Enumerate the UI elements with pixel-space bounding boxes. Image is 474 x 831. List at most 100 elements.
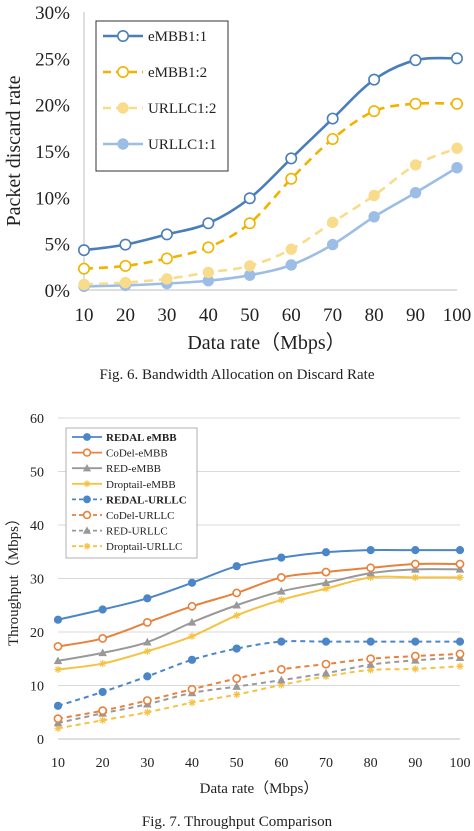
data-point <box>321 567 331 577</box>
y-tick-label: 10% <box>35 188 70 209</box>
legend-item: CoDel-URLLC <box>72 510 174 522</box>
data-point <box>78 262 91 275</box>
y-tick-label: 10 <box>30 680 44 695</box>
data-point <box>187 617 197 626</box>
data-point <box>411 665 419 673</box>
legend: eMBB1:1 eMBB1:2 URLLC1:2 URLLC1:1 <box>95 20 229 172</box>
data-point <box>277 637 286 646</box>
series-line <box>57 548 460 621</box>
data-point <box>409 54 422 67</box>
legend-item: eMBB1:1 <box>103 29 207 45</box>
data-point <box>321 659 331 669</box>
data-point <box>54 665 62 674</box>
data-point <box>450 52 463 65</box>
data-point <box>243 217 256 230</box>
y-tick-label: 25% <box>35 49 70 70</box>
data-point <box>411 573 419 582</box>
data-point <box>410 559 420 569</box>
legend-marker <box>83 433 91 441</box>
data-point <box>98 648 107 657</box>
legend-item: eMBB1:2 <box>103 65 207 81</box>
data-point <box>99 659 107 668</box>
legend-marker <box>117 66 130 79</box>
legend-marker <box>83 495 91 504</box>
data-point <box>277 586 286 595</box>
data-point <box>409 187 422 199</box>
data-point <box>119 276 132 289</box>
x-tick-label: 10 <box>75 305 94 326</box>
legend-marker <box>117 102 129 114</box>
series-urllc1-1 <box>78 161 463 292</box>
y-axis-label: Packet discard rate <box>3 75 25 226</box>
x-tick-label: 20 <box>116 305 135 326</box>
data-point <box>277 675 286 684</box>
data-point <box>326 132 339 145</box>
data-point <box>187 578 197 587</box>
data-point <box>322 585 330 593</box>
series-line <box>83 166 458 288</box>
data-point <box>187 684 197 694</box>
y-tick-label: 60 <box>30 412 44 427</box>
data-point <box>455 546 465 555</box>
data-point <box>368 73 381 86</box>
data-point <box>368 189 380 202</box>
x-tick-label: 100 <box>443 305 472 326</box>
legend-marker <box>82 463 92 472</box>
data-point <box>276 573 286 582</box>
x-tick-label: 40 <box>199 305 218 326</box>
data-point <box>232 644 241 653</box>
data-point <box>188 632 196 640</box>
legend-item: REDAL eMBB <box>72 432 177 444</box>
data-point <box>451 142 463 154</box>
series-line <box>57 640 460 707</box>
data-point <box>366 568 375 577</box>
legend-label: RED-URLLC <box>106 526 168 538</box>
data-point <box>202 241 215 254</box>
data-point <box>232 682 241 690</box>
legend-label: CoDel-URLLC <box>106 510 174 522</box>
series-line <box>57 575 460 671</box>
data-point <box>78 244 91 257</box>
y-tick-label: 20% <box>35 96 70 117</box>
data-point <box>78 278 90 291</box>
legend-marker <box>82 448 92 457</box>
data-point <box>366 654 376 664</box>
data-point <box>202 266 215 279</box>
series-line <box>57 665 461 730</box>
data-point <box>368 105 381 118</box>
x-tick-label: 70 <box>319 756 333 771</box>
data-point <box>142 696 152 705</box>
data-point <box>326 216 339 229</box>
series-urllc1-2 <box>78 142 463 291</box>
data-point <box>188 699 196 707</box>
y-tick-label: 5% <box>45 235 71 256</box>
data-point <box>232 588 242 598</box>
series-line <box>83 101 458 270</box>
legend-box <box>65 427 198 559</box>
series-line <box>57 656 461 724</box>
x-tick-label: 70 <box>323 305 342 326</box>
x-tick-label: 60 <box>274 756 288 771</box>
series-embb1-2 <box>78 97 463 275</box>
legend-label: URLLC1:1 <box>148 137 216 153</box>
data-point <box>410 651 420 661</box>
x-tick-label: 90 <box>406 305 425 326</box>
y-tick-label: 50 <box>30 466 44 481</box>
legend-label: Droptail-URLLC <box>106 541 182 553</box>
legend-marker <box>83 480 91 488</box>
data-point <box>53 714 63 724</box>
series-line <box>57 568 461 662</box>
x-tick-label: 30 <box>157 305 176 326</box>
data-point <box>99 716 107 724</box>
x-tick-label: 90 <box>408 756 422 771</box>
data-point <box>456 662 464 670</box>
data-point <box>366 660 375 668</box>
legend-item: REDAL-URLLC <box>72 494 187 506</box>
data-point <box>277 553 286 562</box>
legend-marker <box>83 542 91 550</box>
throughput-chart: 0 10 20 30 40 50 60 10 20 30 40 50 60 70 80 90 100 Data r… <box>5 412 471 830</box>
data-point <box>321 668 331 677</box>
data-point <box>53 701 63 710</box>
data-point <box>53 656 63 665</box>
